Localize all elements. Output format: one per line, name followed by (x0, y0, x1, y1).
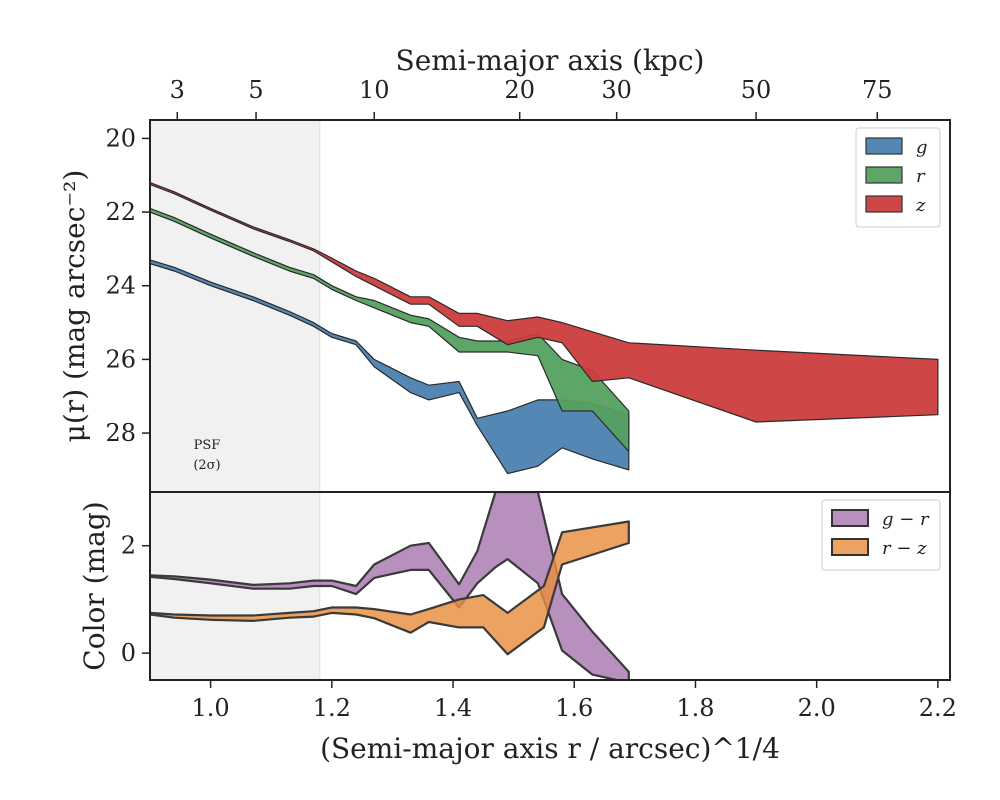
legend-label: r − z (882, 538, 927, 559)
kpc-tick-label: 75 (862, 76, 893, 104)
xtick-label: 1.6 (555, 694, 593, 722)
legend-swatch (865, 166, 903, 184)
color-band-0 (150, 492, 630, 680)
legend-label: g (916, 137, 928, 158)
legend-label: g − r (882, 509, 930, 530)
color-ytick-label: 0 (121, 639, 136, 667)
color-panel-frame (149, 491, 951, 681)
legend-swatch (831, 538, 869, 556)
sb-ytick-label: 22 (105, 198, 136, 226)
xtick-label: 1.4 (434, 694, 472, 722)
top-axis-title: Semi-major axis (kpc) (396, 44, 705, 77)
color-ytick-label: 2 (121, 532, 136, 560)
kpc-tick-label: 10 (359, 76, 390, 104)
sb-band-r (150, 207, 630, 453)
sb-ytick-label: 28 (105, 419, 136, 447)
sb-y-axis-title: μ(r) (mag arcsec⁻²) (58, 170, 91, 443)
legend-label: z (915, 195, 926, 216)
psf-region (150, 120, 320, 680)
xtick-label: 2.2 (919, 694, 957, 722)
sb-bands (150, 182, 939, 475)
xtick-label: 2.0 (798, 694, 836, 722)
sb-ytick-label: 24 (105, 272, 136, 300)
kpc-tick-label: 3 (170, 76, 185, 104)
xtick-label: 1.8 (676, 694, 714, 722)
x-axis-title: (Semi-major axis r / arcsec)^1/4 (320, 732, 780, 765)
kpc-tick-label: 20 (504, 76, 535, 104)
legend-label: r (916, 166, 926, 187)
sb-ytick-label: 20 (105, 124, 136, 152)
legend-swatch (831, 509, 869, 527)
kpc-tick-label: 50 (741, 76, 772, 104)
kpc-tick-label: 30 (601, 76, 632, 104)
xtick-label: 1.0 (192, 694, 230, 722)
psf-label: PSF (194, 438, 221, 453)
sb-ytick-label: 26 (105, 345, 136, 373)
color-band-1 (150, 520, 630, 656)
legend-swatch (865, 195, 903, 213)
psf-sigma-label: (2σ) (193, 458, 220, 473)
sb-band-z (150, 182, 939, 423)
sb-band-g (150, 259, 630, 475)
kpc-tick-label: 5 (248, 76, 263, 104)
xtick-label: 1.2 (313, 694, 351, 722)
color-bands (150, 492, 630, 680)
legend-swatch (865, 137, 903, 155)
color-y-axis-title: Color (mag) (78, 501, 111, 670)
